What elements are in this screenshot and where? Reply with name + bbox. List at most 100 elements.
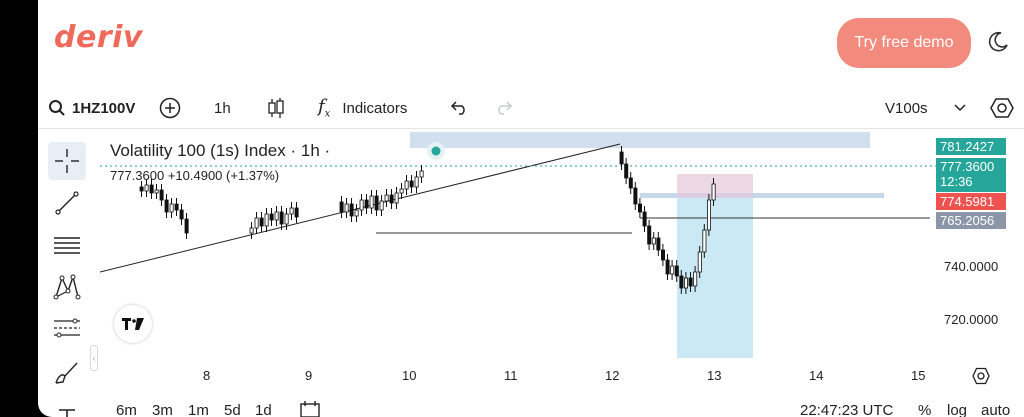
indicators-button[interactable]: fx Indicators <box>318 88 407 128</box>
candle <box>404 180 409 190</box>
candle <box>349 203 354 217</box>
market-select-value: V100s <box>885 99 928 117</box>
crosshair-icon <box>55 149 79 173</box>
range-6m-button[interactable]: 6m <box>116 402 137 417</box>
chevron-down-icon <box>954 104 966 112</box>
app-frame: deriv Try free demo 1HZ100V 1h <box>38 0 1024 417</box>
candle <box>374 195 379 211</box>
candle <box>274 211 279 221</box>
utc-clock[interactable]: 22:47:23 UTC <box>800 402 894 417</box>
time-label: 15 <box>911 368 926 383</box>
range-3m-button[interactable]: 3m <box>152 402 173 417</box>
candle <box>399 188 404 194</box>
candle <box>414 176 419 188</box>
candle <box>389 194 394 204</box>
toolbar-divider <box>38 128 1024 129</box>
redo-icon <box>498 101 513 115</box>
candle <box>384 194 389 202</box>
candle <box>139 186 144 192</box>
candle <box>164 199 169 213</box>
interval-button[interactable]: 1h <box>214 99 231 117</box>
text-tool[interactable] <box>48 396 86 417</box>
candle <box>259 217 264 227</box>
candle <box>184 218 189 234</box>
candle <box>174 203 179 211</box>
candle <box>294 207 299 218</box>
price-chart[interactable] <box>100 132 936 362</box>
price-tag-current: 777.3600 12:36 <box>936 158 1006 192</box>
candle <box>344 203 349 213</box>
candle <box>394 192 399 204</box>
chart-legend-title: Volatility 100 (1s) Index · 1h · <box>110 141 331 160</box>
pattern-tool[interactable] <box>48 268 86 306</box>
time-label: 13 <box>707 368 722 383</box>
fib-tool[interactable] <box>48 310 86 348</box>
price-axis[interactable]: 781.2427 777.3600 12:36 774.5981 765.205… <box>936 132 1024 362</box>
chart-type-button[interactable] <box>266 88 286 128</box>
candle <box>711 183 716 201</box>
price-tag-high: 781.2427 <box>936 138 1006 155</box>
percent-scale-toggle[interactable]: % <box>918 402 932 417</box>
toolbar-collapse-handle[interactable]: ‹ <box>90 345 98 371</box>
candle <box>369 195 374 209</box>
brush-icon <box>55 362 78 384</box>
axis-settings-icon[interactable] <box>972 367 990 385</box>
try-free-demo-button[interactable]: Try free demo <box>837 18 971 68</box>
range-5d-button[interactable]: 5d <box>224 402 241 417</box>
settings-hexagon-icon <box>990 98 1014 118</box>
calendar-icon[interactable] <box>300 401 320 417</box>
candle <box>144 184 149 192</box>
candle <box>684 277 689 289</box>
alert-marker <box>431 146 441 156</box>
tradingview-icon <box>122 318 144 330</box>
candle <box>656 237 661 251</box>
range-1m-button[interactable]: 1m <box>188 402 209 417</box>
moon-icon[interactable] <box>986 30 1010 54</box>
symbol-search-button[interactable]: 1HZ100V <box>48 88 135 128</box>
candle <box>697 251 702 273</box>
candle <box>169 203 174 213</box>
supply-zone <box>410 132 870 148</box>
candle <box>707 199 712 231</box>
brush-tool[interactable] <box>48 354 86 392</box>
trend-line-tool[interactable] <box>48 184 86 222</box>
candle <box>638 203 643 213</box>
candle <box>661 249 666 261</box>
horizontal-lines-tool[interactable] <box>48 226 86 264</box>
candle <box>633 187 638 205</box>
log-scale-toggle[interactable]: log <box>947 402 968 417</box>
undo-button[interactable] <box>450 88 470 128</box>
time-axis[interactable]: 8 9 10 11 12 13 14 15 <box>100 362 936 390</box>
candle <box>670 265 675 275</box>
price-label: 720.0000 <box>944 312 999 327</box>
candle <box>679 275 684 289</box>
chart-legend-values: 777.3600 +10.4900 (+1.37%) <box>110 168 280 183</box>
candle <box>279 211 284 225</box>
range-1d-button[interactable]: 1d <box>255 402 272 417</box>
chart-toolbar: 1HZ100V 1h fx Indicators <box>38 88 1024 128</box>
candle <box>154 189 159 194</box>
time-label: 11 <box>504 368 518 383</box>
chart-settings-button[interactable] <box>990 88 1014 128</box>
candle <box>628 177 633 189</box>
compare-symbol-button[interactable] <box>159 88 181 128</box>
candle <box>159 189 164 201</box>
search-icon <box>49 100 65 116</box>
candle <box>665 259 670 275</box>
candle <box>264 213 269 227</box>
text-icon <box>59 409 75 417</box>
tradingview-logo[interactable] <box>114 305 152 343</box>
crosshair-tool[interactable] <box>48 142 86 180</box>
candle <box>693 271 698 287</box>
auto-scale-toggle[interactable]: auto <box>981 402 1011 417</box>
price-label: 740.0000 <box>944 259 999 274</box>
bar-countdown: 12:36 <box>940 174 973 189</box>
deriv-logo[interactable]: deriv <box>54 20 143 55</box>
market-select[interactable]: V100s <box>885 88 966 128</box>
candle <box>364 199 369 209</box>
target-line-band <box>640 193 884 198</box>
candle <box>359 199 364 211</box>
candle <box>289 207 294 215</box>
candle <box>179 209 184 220</box>
redo-button[interactable] <box>493 88 513 128</box>
